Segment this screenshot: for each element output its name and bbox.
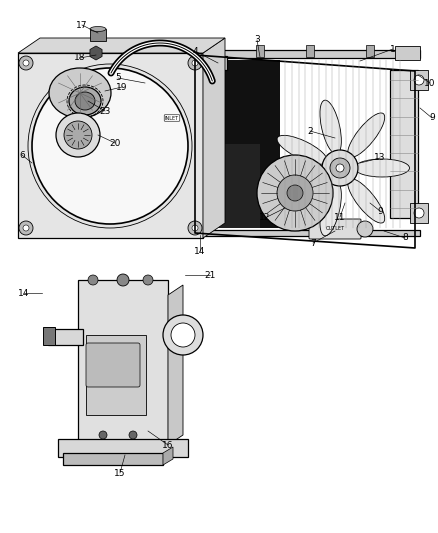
Circle shape: [322, 150, 358, 186]
Bar: [395, 46, 420, 60]
Text: 5: 5: [115, 74, 121, 83]
Ellipse shape: [348, 179, 385, 223]
FancyBboxPatch shape: [309, 219, 361, 239]
Text: INLET: INLET: [165, 116, 179, 120]
Text: 2: 2: [307, 126, 313, 135]
Ellipse shape: [320, 182, 341, 236]
Circle shape: [357, 221, 373, 237]
Bar: [410, 203, 428, 223]
Circle shape: [188, 56, 202, 70]
Text: 15: 15: [114, 469, 126, 478]
Circle shape: [32, 68, 188, 224]
Ellipse shape: [277, 135, 327, 164]
Polygon shape: [168, 285, 183, 445]
Circle shape: [117, 274, 129, 286]
Text: 14: 14: [18, 288, 30, 297]
Circle shape: [192, 60, 198, 66]
Text: 4: 4: [192, 46, 198, 55]
Ellipse shape: [354, 159, 410, 177]
Circle shape: [336, 164, 344, 172]
Ellipse shape: [75, 92, 95, 110]
Bar: [200, 144, 260, 228]
Circle shape: [414, 75, 424, 85]
Circle shape: [163, 315, 203, 355]
Text: 10: 10: [424, 78, 436, 87]
Text: 8: 8: [402, 233, 408, 243]
Bar: [190, 230, 420, 236]
Bar: [390, 70, 418, 218]
Text: 9: 9: [429, 114, 435, 123]
Bar: [90, 29, 106, 41]
Circle shape: [19, 56, 33, 70]
Circle shape: [277, 175, 313, 211]
Bar: [207, 56, 227, 70]
Text: 16: 16: [162, 440, 174, 449]
Text: 1: 1: [390, 44, 396, 53]
Bar: [410, 70, 428, 90]
Text: 3: 3: [254, 36, 260, 44]
Polygon shape: [90, 46, 102, 60]
Circle shape: [171, 323, 195, 347]
Text: 19: 19: [116, 83, 128, 92]
Bar: [256, 45, 264, 57]
Circle shape: [56, 113, 100, 157]
Text: 23: 23: [99, 107, 111, 116]
Circle shape: [129, 431, 137, 439]
Ellipse shape: [90, 27, 106, 31]
Circle shape: [23, 225, 29, 231]
Circle shape: [330, 158, 350, 178]
Text: 7: 7: [310, 238, 316, 247]
Circle shape: [188, 221, 202, 235]
Text: 12: 12: [259, 214, 271, 222]
Circle shape: [143, 275, 153, 285]
Text: 13: 13: [374, 154, 386, 163]
Text: 9: 9: [377, 206, 383, 215]
Polygon shape: [18, 38, 225, 53]
Ellipse shape: [69, 87, 101, 115]
Circle shape: [88, 275, 98, 285]
Text: 17: 17: [76, 20, 88, 29]
Circle shape: [99, 431, 107, 439]
Polygon shape: [163, 447, 173, 465]
Circle shape: [257, 155, 333, 231]
Bar: [306, 45, 314, 57]
Circle shape: [19, 221, 33, 235]
Bar: [18, 53, 203, 238]
Ellipse shape: [348, 113, 385, 157]
Ellipse shape: [49, 68, 111, 118]
Text: 20: 20: [110, 139, 121, 148]
Bar: [190, 50, 420, 58]
Circle shape: [287, 185, 303, 201]
Polygon shape: [203, 38, 225, 238]
Bar: [63, 453, 163, 465]
Text: 18: 18: [74, 53, 86, 62]
Bar: [86, 335, 146, 415]
Text: 21: 21: [204, 271, 215, 279]
Text: 11: 11: [334, 213, 346, 222]
Ellipse shape: [320, 100, 341, 154]
Bar: [78, 280, 168, 445]
Ellipse shape: [277, 172, 327, 200]
Text: 6: 6: [19, 150, 25, 159]
Circle shape: [64, 121, 92, 149]
Bar: [366, 45, 374, 57]
Bar: [48, 329, 83, 345]
Bar: [43, 327, 55, 345]
Bar: [216, 45, 224, 57]
Text: 14: 14: [194, 246, 206, 255]
Circle shape: [192, 225, 198, 231]
Text: OUTLET: OUTLET: [325, 227, 345, 231]
Bar: [58, 439, 188, 457]
Bar: [200, 60, 280, 228]
Circle shape: [23, 60, 29, 66]
FancyBboxPatch shape: [86, 343, 140, 387]
Circle shape: [414, 208, 424, 218]
